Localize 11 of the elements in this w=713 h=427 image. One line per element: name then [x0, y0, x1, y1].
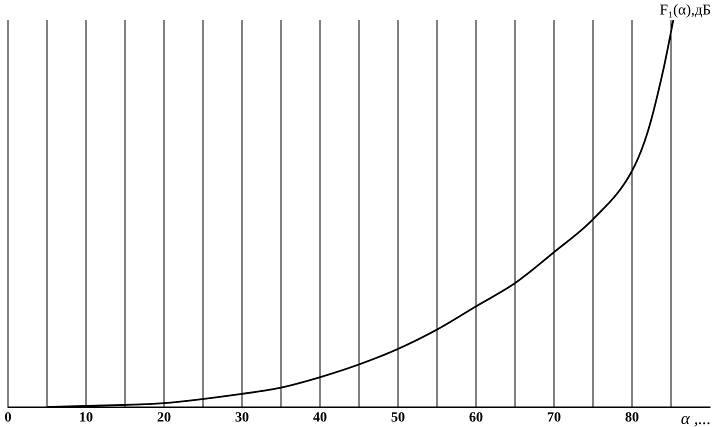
- x-tick-label: 20: [157, 410, 171, 426]
- x-tick-label: 80: [625, 410, 639, 426]
- x-axis-title: α ,...: [680, 408, 711, 427]
- x-tick-label: 40: [313, 410, 327, 426]
- y-axis-title: F₁(α),дБ: [660, 2, 711, 18]
- x-tick-label: 60: [469, 410, 483, 426]
- x-tick-label: 30: [235, 410, 249, 426]
- x-tick-label: 0: [4, 410, 12, 426]
- x-tick-label: 50: [391, 410, 405, 426]
- x-tick-label: 70: [547, 410, 561, 426]
- x-tick-label: 10: [79, 410, 93, 426]
